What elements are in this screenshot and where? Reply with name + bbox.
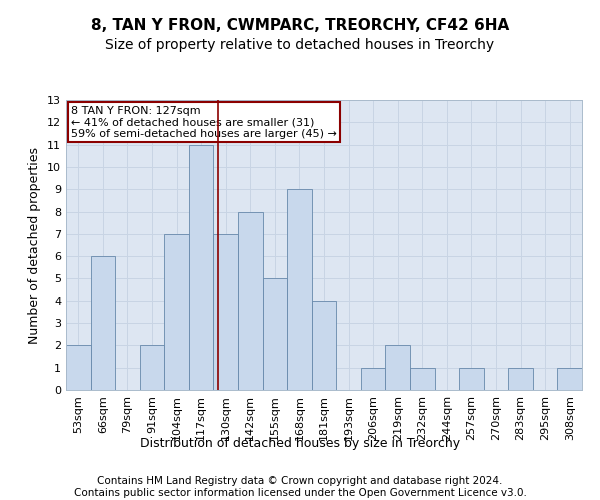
Bar — [410, 368, 434, 390]
Text: Size of property relative to detached houses in Treorchy: Size of property relative to detached ho… — [106, 38, 494, 52]
Bar — [140, 346, 164, 390]
Text: 8 TAN Y FRON: 127sqm
← 41% of detached houses are smaller (31)
59% of semi-detac: 8 TAN Y FRON: 127sqm ← 41% of detached h… — [71, 106, 337, 139]
Text: 8, TAN Y FRON, CWMPARC, TREORCHY, CF42 6HA: 8, TAN Y FRON, CWMPARC, TREORCHY, CF42 6… — [91, 18, 509, 32]
Bar — [66, 346, 91, 390]
Text: Distribution of detached houses by size in Treorchy: Distribution of detached houses by size … — [140, 438, 460, 450]
Bar — [361, 368, 385, 390]
Bar — [91, 256, 115, 390]
Bar — [238, 212, 263, 390]
Bar — [287, 189, 312, 390]
Bar — [189, 144, 214, 390]
Bar — [312, 301, 336, 390]
Bar — [164, 234, 189, 390]
Bar — [557, 368, 582, 390]
Bar — [508, 368, 533, 390]
Bar — [214, 234, 238, 390]
Bar — [263, 278, 287, 390]
Bar — [385, 346, 410, 390]
Y-axis label: Number of detached properties: Number of detached properties — [28, 146, 41, 344]
Text: Contains HM Land Registry data © Crown copyright and database right 2024.
Contai: Contains HM Land Registry data © Crown c… — [74, 476, 526, 498]
Bar — [459, 368, 484, 390]
